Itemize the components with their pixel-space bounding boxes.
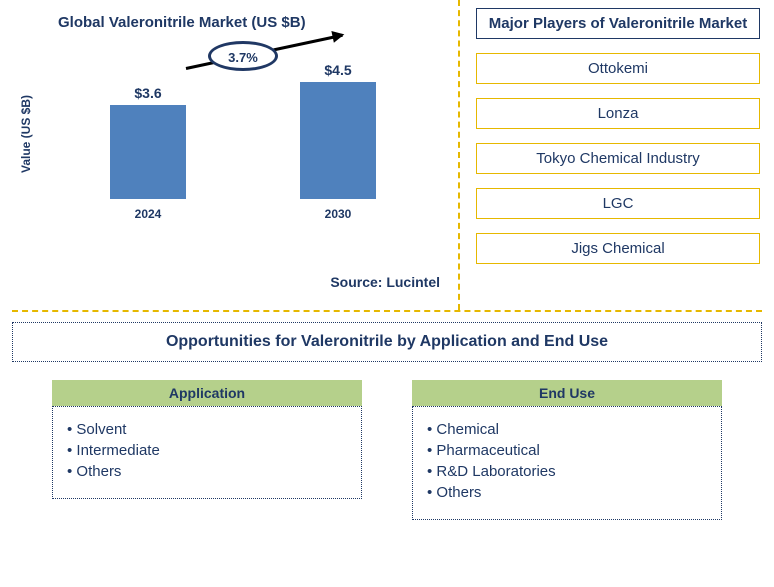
player-item: Tokyo Chemical Industry (476, 143, 760, 174)
opportunity-column: End Use Chemical Pharmaceutical R&D Laborat… (412, 380, 722, 520)
player-item: Lonza (476, 98, 760, 129)
opportunity-list-item: Pharmaceutical (427, 442, 707, 459)
opportunity-list-item: Intermediate (67, 442, 347, 459)
x-category-label: 2030 (325, 207, 352, 221)
player-item: Ottokemi (476, 53, 760, 84)
growth-rate-label: 3.7% (228, 50, 258, 65)
opportunity-list: Chemical Pharmaceutical R&D Laboratories Ot… (412, 406, 722, 520)
opportunity-list-item: Others (427, 484, 707, 501)
chart-panel: Global Valeronitrile Market (US $B) Valu… (0, 0, 460, 310)
growth-rate-oval: 3.7% (208, 41, 278, 71)
major-players-title: Major Players of Valeronitrile Market (476, 8, 760, 39)
opportunity-list-item: Chemical (427, 421, 707, 438)
chart-bar (110, 105, 186, 199)
opportunity-list-item: Others (67, 463, 347, 480)
opportunities-title: Opportunities for Valeronitrile by Appli… (12, 322, 762, 362)
source-label: Source: Lucintel (330, 274, 440, 290)
bar-value-label: $4.5 (324, 62, 351, 78)
opportunity-list: Solvent Intermediate Others (52, 406, 362, 499)
bar-chart: Value (US $B) $3.6$4.5 20242030 3.7% (78, 49, 398, 219)
bar-value-label: $3.6 (134, 85, 161, 101)
opportunities-panel: Opportunities for Valeronitrile by Appli… (0, 312, 774, 520)
player-item: LGC (476, 188, 760, 219)
opportunity-column-header: End Use (412, 380, 722, 406)
x-category-label: 2024 (135, 207, 162, 221)
chart-ylabel: Value (US $B) (19, 95, 33, 173)
player-item: Jigs Chemical (476, 233, 760, 264)
opportunity-list-item: Solvent (67, 421, 347, 438)
opportunity-column-header: Application (52, 380, 362, 406)
chart-bar (300, 82, 376, 199)
opportunity-column: Application Solvent Intermediate Others (52, 380, 362, 520)
major-players-panel: Major Players of Valeronitrile Market Ot… (460, 0, 774, 310)
chart-title: Global Valeronitrile Market (US $B) (58, 14, 450, 31)
opportunity-list-item: R&D Laboratories (427, 463, 707, 480)
